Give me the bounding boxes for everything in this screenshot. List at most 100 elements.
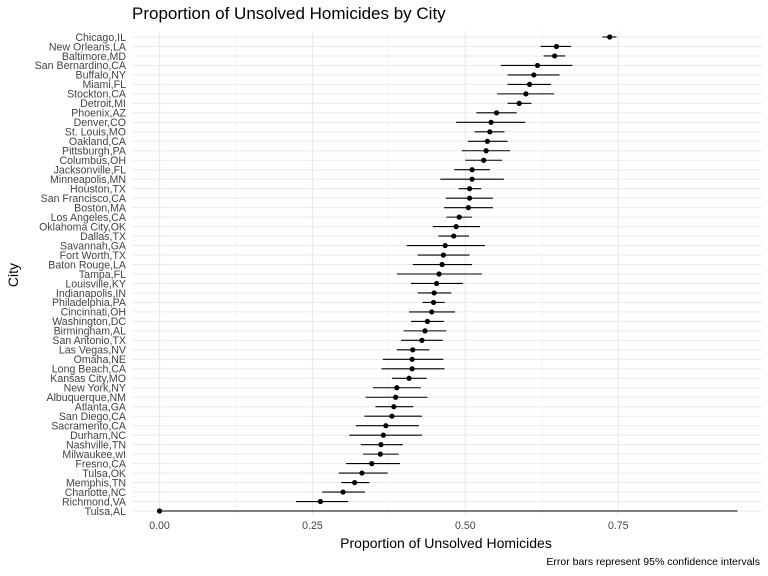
y-tick-label: Oklahoma City,OK [39,221,126,233]
y-axis-title: City [5,263,21,287]
y-tick-label: Tulsa,OK [82,468,126,480]
data-point [439,261,445,268]
y-tick-label: Fresno,CA [75,458,127,470]
data-point [406,375,412,381]
data-point [359,470,365,476]
y-tick-label: Jacksonville,FL [54,165,127,177]
y-tick-label: Houston,TX [70,183,126,195]
data-point [378,442,384,448]
y-tick-label: Durham,NC [70,430,126,442]
y-tick-label: Detroit,MI [80,98,126,110]
y-tick-label: Atlanta,GA [75,402,127,414]
data-point [409,366,415,372]
data-point [467,186,473,192]
y-tick-label: Boston,MA [74,202,127,214]
data-point [394,385,400,391]
data-point [442,242,448,249]
y-tick-label: San Bernardino,CA [35,60,127,72]
data-point [451,233,457,239]
data-point [409,356,415,362]
data-point [440,252,446,258]
data-point [456,214,462,220]
y-tick-label: Denver,CO [74,117,126,129]
data-point [481,157,487,163]
y-tick-label: New York,NY [64,383,126,395]
data-point [488,119,494,125]
data-point [380,432,386,438]
y-tick-label: Richmond,VA [62,496,127,508]
y-tick-label: Minneapolis,MN [50,174,126,186]
chart-title: Proportion of Unsolved Homicides by City [132,4,446,23]
chart-caption: Error bars represent 95% confidence inte… [546,556,760,568]
data-point [483,148,489,154]
data-point [487,129,493,135]
x-tick-label: 0.75 [608,520,629,532]
y-tick-label: Columbus,OH [59,155,126,167]
y-tick-label: Washington,DC [52,316,126,328]
y-tick-label: Milwaukee,wI [62,449,126,461]
data-point [156,508,163,514]
y-tick-label: Chicago,IL [75,32,126,44]
data-point [419,337,425,343]
y-tick-label: San Antonio,TX [52,335,126,347]
y-tick-label: New Orleans,LA [49,41,127,53]
y-tick-label: Stockton,CA [67,89,127,101]
data-point [391,404,397,410]
y-tick-label: Tulsa,AL [85,506,127,518]
y-tick-label: Omaha,NE [74,354,126,366]
data-point [467,195,473,201]
data-point [552,53,558,59]
data-point [469,167,475,173]
data-point [484,138,490,144]
point-layer [156,34,613,514]
y-tick-label: Baltimore,MD [62,51,127,63]
y-tick-label: Pittsburgh,PA [62,146,127,158]
data-point [516,100,522,106]
data-point [422,328,428,334]
data-point [352,479,358,486]
data-point [430,299,437,306]
data-point [393,394,399,400]
data-point [429,309,435,315]
y-tick-label: Memphis,TN [66,477,126,489]
y-tick-label: Louisville,KY [65,278,126,290]
data-point [434,280,440,287]
x-tick-labels: 0.00 0.25 0.50 0.75 [149,520,628,532]
x-tick-label: 0.50 [455,520,476,532]
y-tick-label: Dallas,TX [80,231,126,243]
data-point [424,318,431,324]
y-tick-label: Las Vegas,NV [59,345,127,357]
y-tick-label: Birmingham,AL [54,326,127,338]
y-tick-label: Phoenix,AZ [71,108,126,120]
y-tick-label: Cincinnati,OH [61,307,126,319]
data-point [534,62,541,69]
data-point [377,451,383,457]
y-tick-label: Albuquerque,NM [47,392,127,404]
data-point [436,271,442,277]
y-tick-label: Fort Worth,TX [60,250,126,262]
data-point [465,205,472,211]
y-tick-label: Buffalo,NY [76,70,126,82]
x-tick-label: 0.00 [149,520,170,532]
data-point [317,498,323,505]
x-tick-label: 0.25 [302,520,323,532]
data-point [523,91,529,97]
y-tick-label: Long Beach,CA [52,364,127,376]
y-tick-label: San Francisco,CA [41,193,127,205]
data-point [553,43,560,50]
y-tick-label: San Diego,CA [59,411,127,423]
y-tick-label: Philadelphia,PA [52,297,127,309]
y-tick-label: Oakland,CA [69,136,127,148]
data-point [469,176,475,182]
data-point [431,290,437,296]
y-tick-label: Miami,FL [82,79,126,91]
y-tick-label: Los Angeles,CA [51,212,127,224]
data-point [526,81,533,87]
data-point [607,34,613,40]
y-tick-label: Nashville,TN [66,439,126,451]
x-axis-title: Proportion of Unsolved Homicides [340,535,552,551]
y-tick-label: Savannah,GA [60,240,127,252]
y-tick-label: Baton Rouge,LA [48,259,127,271]
